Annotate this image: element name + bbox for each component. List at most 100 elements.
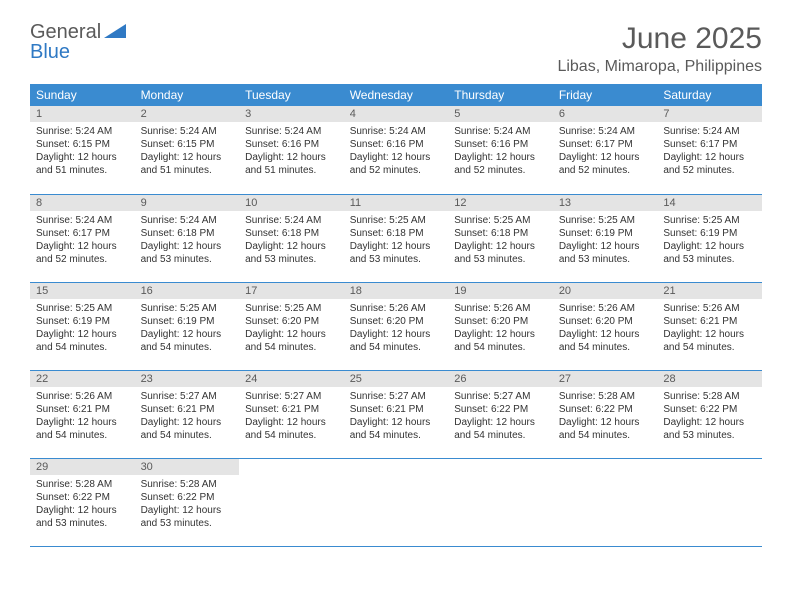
weekday-header: Sunday bbox=[30, 84, 135, 106]
logo-word-general: General bbox=[30, 21, 101, 43]
sunrise-line: Sunrise: 5:28 AM bbox=[559, 390, 652, 403]
day-number: 12 bbox=[448, 195, 553, 211]
day-number: 22 bbox=[30, 371, 135, 387]
day-number: 17 bbox=[239, 283, 344, 299]
day-details: Sunrise: 5:28 AMSunset: 6:22 PMDaylight:… bbox=[657, 387, 762, 446]
calendar-day-cell: 9Sunrise: 5:24 AMSunset: 6:18 PMDaylight… bbox=[135, 194, 240, 282]
month-title: June 2025 bbox=[557, 22, 762, 56]
title-block: June 2025 Libas, Mimaropa, Philippines bbox=[557, 22, 762, 76]
day-details: Sunrise: 5:25 AMSunset: 6:20 PMDaylight:… bbox=[239, 299, 344, 358]
sunrise-line: Sunrise: 5:24 AM bbox=[454, 125, 547, 138]
weekday-header: Friday bbox=[553, 84, 658, 106]
calendar-day-cell: 1Sunrise: 5:24 AMSunset: 6:15 PMDaylight… bbox=[30, 106, 135, 194]
sunset-line: Sunset: 6:20 PM bbox=[559, 315, 652, 328]
sunrise-line: Sunrise: 5:26 AM bbox=[350, 302, 443, 315]
calendar-day-cell: 6Sunrise: 5:24 AMSunset: 6:17 PMDaylight… bbox=[553, 106, 658, 194]
sunset-line: Sunset: 6:21 PM bbox=[663, 315, 756, 328]
sunset-line: Sunset: 6:16 PM bbox=[350, 138, 443, 151]
sunrise-line: Sunrise: 5:25 AM bbox=[454, 214, 547, 227]
sunrise-line: Sunrise: 5:24 AM bbox=[245, 125, 338, 138]
sunrise-line: Sunrise: 5:25 AM bbox=[141, 302, 234, 315]
calendar-day-cell: 7Sunrise: 5:24 AMSunset: 6:17 PMDaylight… bbox=[657, 106, 762, 194]
sunrise-line: Sunrise: 5:24 AM bbox=[141, 125, 234, 138]
sunset-line: Sunset: 6:15 PM bbox=[141, 138, 234, 151]
calendar-day-cell: 18Sunrise: 5:26 AMSunset: 6:20 PMDayligh… bbox=[344, 282, 449, 370]
day-number: 19 bbox=[448, 283, 553, 299]
day-details: Sunrise: 5:27 AMSunset: 6:21 PMDaylight:… bbox=[135, 387, 240, 446]
day-details: Sunrise: 5:26 AMSunset: 6:20 PMDaylight:… bbox=[344, 299, 449, 358]
calendar-day-cell: 10Sunrise: 5:24 AMSunset: 6:18 PMDayligh… bbox=[239, 194, 344, 282]
day-details: Sunrise: 5:26 AMSunset: 6:20 PMDaylight:… bbox=[448, 299, 553, 358]
daylight-line: Daylight: 12 hours and 54 minutes. bbox=[559, 416, 652, 442]
sunrise-line: Sunrise: 5:25 AM bbox=[245, 302, 338, 315]
calendar-table: SundayMondayTuesdayWednesdayThursdayFrid… bbox=[30, 84, 762, 547]
calendar-day-cell: 3Sunrise: 5:24 AMSunset: 6:16 PMDaylight… bbox=[239, 106, 344, 194]
daylight-line: Daylight: 12 hours and 54 minutes. bbox=[559, 328, 652, 354]
calendar-day-cell: 16Sunrise: 5:25 AMSunset: 6:19 PMDayligh… bbox=[135, 282, 240, 370]
daylight-line: Daylight: 12 hours and 53 minutes. bbox=[245, 240, 338, 266]
day-number: 3 bbox=[239, 106, 344, 122]
calendar-empty-cell: . bbox=[448, 458, 553, 546]
day-number: 11 bbox=[344, 195, 449, 211]
daylight-line: Daylight: 12 hours and 54 minutes. bbox=[350, 328, 443, 354]
sunset-line: Sunset: 6:15 PM bbox=[36, 138, 129, 151]
sunset-line: Sunset: 6:17 PM bbox=[663, 138, 756, 151]
calendar-day-cell: 20Sunrise: 5:26 AMSunset: 6:20 PMDayligh… bbox=[553, 282, 658, 370]
daylight-line: Daylight: 12 hours and 51 minutes. bbox=[245, 151, 338, 177]
calendar-day-cell: 29Sunrise: 5:28 AMSunset: 6:22 PMDayligh… bbox=[30, 458, 135, 546]
page-header: General Blue June 2025 Libas, Mimaropa, … bbox=[30, 22, 762, 76]
calendar-day-cell: 30Sunrise: 5:28 AMSunset: 6:22 PMDayligh… bbox=[135, 458, 240, 546]
sunrise-line: Sunrise: 5:24 AM bbox=[350, 125, 443, 138]
day-number: 16 bbox=[135, 283, 240, 299]
calendar-empty-cell: . bbox=[239, 458, 344, 546]
sunset-line: Sunset: 6:21 PM bbox=[141, 403, 234, 416]
sunset-line: Sunset: 6:17 PM bbox=[559, 138, 652, 151]
daylight-line: Daylight: 12 hours and 54 minutes. bbox=[245, 416, 338, 442]
daylight-line: Daylight: 12 hours and 54 minutes. bbox=[454, 416, 547, 442]
daylight-line: Daylight: 12 hours and 54 minutes. bbox=[663, 328, 756, 354]
day-number: 24 bbox=[239, 371, 344, 387]
calendar-empty-cell: . bbox=[344, 458, 449, 546]
day-number: 26 bbox=[448, 371, 553, 387]
daylight-line: Daylight: 12 hours and 51 minutes. bbox=[36, 151, 129, 177]
daylight-line: Daylight: 12 hours and 52 minutes. bbox=[36, 240, 129, 266]
sunset-line: Sunset: 6:20 PM bbox=[350, 315, 443, 328]
daylight-line: Daylight: 12 hours and 52 minutes. bbox=[350, 151, 443, 177]
calendar-day-cell: 28Sunrise: 5:28 AMSunset: 6:22 PMDayligh… bbox=[657, 370, 762, 458]
sunset-line: Sunset: 6:19 PM bbox=[36, 315, 129, 328]
sunrise-line: Sunrise: 5:26 AM bbox=[36, 390, 129, 403]
sunset-line: Sunset: 6:19 PM bbox=[663, 227, 756, 240]
calendar-day-cell: 2Sunrise: 5:24 AMSunset: 6:15 PMDaylight… bbox=[135, 106, 240, 194]
sunset-line: Sunset: 6:22 PM bbox=[559, 403, 652, 416]
daylight-line: Daylight: 12 hours and 53 minutes. bbox=[36, 504, 129, 530]
sunrise-line: Sunrise: 5:27 AM bbox=[454, 390, 547, 403]
day-number: 29 bbox=[30, 459, 135, 475]
sunrise-line: Sunrise: 5:24 AM bbox=[141, 214, 234, 227]
sunrise-line: Sunrise: 5:25 AM bbox=[559, 214, 652, 227]
day-details: Sunrise: 5:24 AMSunset: 6:17 PMDaylight:… bbox=[553, 122, 658, 181]
logo: General Blue bbox=[30, 22, 126, 62]
day-details: Sunrise: 5:24 AMSunset: 6:18 PMDaylight:… bbox=[239, 211, 344, 270]
sunset-line: Sunset: 6:21 PM bbox=[350, 403, 443, 416]
location-text: Libas, Mimaropa, Philippines bbox=[557, 58, 762, 76]
weekday-header: Tuesday bbox=[239, 84, 344, 106]
calendar-day-cell: 11Sunrise: 5:25 AMSunset: 6:18 PMDayligh… bbox=[344, 194, 449, 282]
sunset-line: Sunset: 6:22 PM bbox=[454, 403, 547, 416]
calendar-day-cell: 8Sunrise: 5:24 AMSunset: 6:17 PMDaylight… bbox=[30, 194, 135, 282]
daylight-line: Daylight: 12 hours and 54 minutes. bbox=[36, 328, 129, 354]
day-number: 13 bbox=[553, 195, 658, 211]
calendar-day-cell: 25Sunrise: 5:27 AMSunset: 6:21 PMDayligh… bbox=[344, 370, 449, 458]
sunrise-line: Sunrise: 5:28 AM bbox=[663, 390, 756, 403]
day-number: 5 bbox=[448, 106, 553, 122]
day-number: 21 bbox=[657, 283, 762, 299]
day-number: 6 bbox=[553, 106, 658, 122]
weekday-header: Thursday bbox=[448, 84, 553, 106]
sunrise-line: Sunrise: 5:24 AM bbox=[245, 214, 338, 227]
calendar-day-cell: 4Sunrise: 5:24 AMSunset: 6:16 PMDaylight… bbox=[344, 106, 449, 194]
day-details: Sunrise: 5:27 AMSunset: 6:21 PMDaylight:… bbox=[239, 387, 344, 446]
daylight-line: Daylight: 12 hours and 54 minutes. bbox=[141, 416, 234, 442]
sunset-line: Sunset: 6:20 PM bbox=[454, 315, 547, 328]
calendar-day-cell: 12Sunrise: 5:25 AMSunset: 6:18 PMDayligh… bbox=[448, 194, 553, 282]
daylight-line: Daylight: 12 hours and 52 minutes. bbox=[559, 151, 652, 177]
day-number: 9 bbox=[135, 195, 240, 211]
